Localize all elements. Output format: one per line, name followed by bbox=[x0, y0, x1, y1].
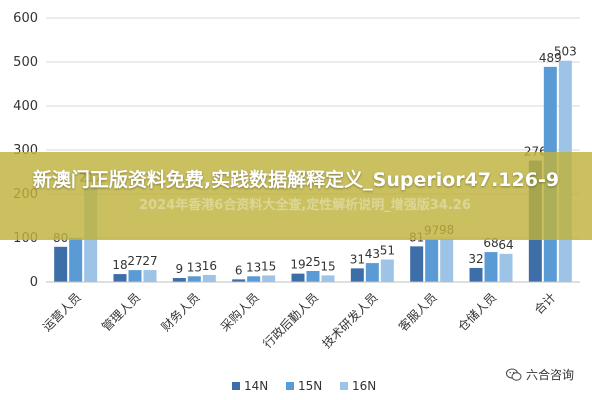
data-label: 32 bbox=[468, 252, 483, 266]
data-label: 13 bbox=[246, 260, 261, 274]
data-label: 18 bbox=[112, 258, 127, 272]
bar[interactable] bbox=[54, 246, 68, 282]
data-label: 27 bbox=[127, 254, 142, 268]
x-tick-label: 客服人员 bbox=[395, 290, 440, 335]
data-label: 15 bbox=[320, 259, 335, 273]
data-label: 64 bbox=[498, 238, 513, 252]
bar[interactable] bbox=[380, 259, 394, 282]
bar[interactable] bbox=[484, 252, 498, 282]
bar[interactable] bbox=[440, 238, 454, 282]
data-label: 15 bbox=[261, 259, 276, 273]
data-label: 31 bbox=[350, 252, 365, 266]
legend-swatch bbox=[232, 382, 240, 390]
x-tick-label: 行政后勤人员 bbox=[260, 290, 321, 351]
x-tick-label: 采购人员 bbox=[217, 290, 262, 335]
legend-swatch bbox=[286, 382, 294, 390]
x-tick-label: 仓储人员 bbox=[455, 290, 500, 335]
x-tick-label: 管理人员 bbox=[99, 290, 144, 335]
bar[interactable] bbox=[410, 246, 424, 282]
bar[interactable] bbox=[350, 268, 364, 282]
data-label: 13 bbox=[187, 260, 202, 274]
bar[interactable] bbox=[202, 274, 216, 282]
bar[interactable] bbox=[128, 270, 142, 282]
data-label: 19 bbox=[290, 258, 305, 272]
bar[interactable] bbox=[499, 253, 513, 282]
x-tick-label: 运营人员 bbox=[40, 290, 84, 334]
bar[interactable] bbox=[469, 267, 483, 282]
data-label: 51 bbox=[380, 244, 395, 258]
x-tick-label: 财务人员 bbox=[158, 290, 203, 335]
bar[interactable] bbox=[321, 275, 335, 282]
data-label: 25 bbox=[305, 255, 320, 269]
watermark: 六合咨询 bbox=[505, 366, 574, 383]
legend-label: 14N bbox=[244, 379, 268, 393]
overlay-title[interactable]: 新澳门正版资料免费,实践数据解释定义_Superior47.126-9 bbox=[32, 169, 560, 191]
data-label: 503 bbox=[554, 45, 577, 59]
legend-label: 16N bbox=[352, 379, 376, 393]
y-tick-label: 0 bbox=[30, 275, 38, 290]
bar[interactable] bbox=[232, 279, 246, 282]
data-label: 9 bbox=[176, 262, 184, 276]
legend-label: 15N bbox=[298, 379, 322, 393]
data-label: 27 bbox=[142, 254, 157, 268]
bar[interactable] bbox=[69, 238, 83, 282]
bar[interactable] bbox=[172, 278, 186, 282]
x-tick-label: 合计 bbox=[531, 290, 559, 318]
y-tick-label: 400 bbox=[13, 99, 38, 114]
bar[interactable] bbox=[113, 274, 127, 282]
overlay-banner bbox=[0, 152, 592, 240]
bar[interactable] bbox=[291, 273, 305, 282]
y-tick-label: 500 bbox=[13, 55, 38, 70]
bar[interactable] bbox=[247, 276, 261, 282]
legend-swatch bbox=[340, 382, 348, 390]
y-tick-label: 600 bbox=[13, 11, 38, 26]
bar[interactable] bbox=[143, 270, 157, 282]
data-label: 489 bbox=[539, 51, 562, 65]
bar[interactable] bbox=[306, 271, 320, 282]
data-label: 16 bbox=[202, 259, 217, 273]
data-label: 6 bbox=[235, 263, 243, 277]
x-tick-label: 技术研发人员 bbox=[319, 290, 381, 352]
bar[interactable] bbox=[187, 276, 201, 282]
overlay-ghost-text: 2024年香港6合资料大全查,定性解析说明_增强版34.26 bbox=[139, 198, 471, 213]
bar[interactable] bbox=[365, 263, 379, 282]
watermark-label: 六合咨询 bbox=[525, 368, 574, 382]
bar[interactable] bbox=[262, 275, 276, 282]
wechat-icon bbox=[505, 368, 522, 381]
bar[interactable] bbox=[425, 239, 439, 282]
data-label: 43 bbox=[365, 247, 380, 261]
